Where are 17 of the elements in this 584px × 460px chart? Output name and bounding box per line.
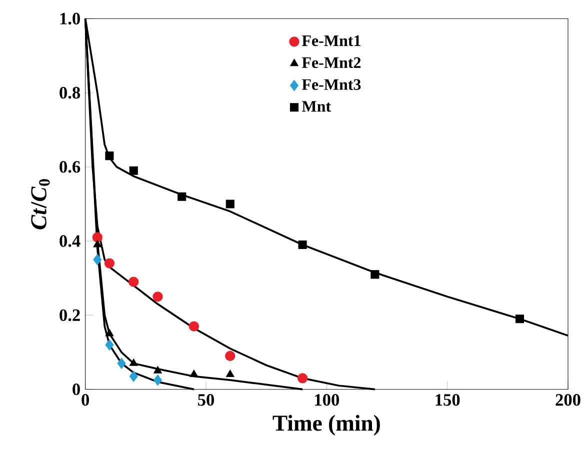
x-tick-label: 50 [198, 394, 214, 406]
x-tick-label: 100 [315, 394, 340, 406]
legend-label: Fe-Mnt1 [302, 35, 360, 46]
y-axis-title: Ct/C$_{0}$ [31, 179, 50, 230]
y-tick-label: 0.8 [60, 86, 80, 99]
y-tick-label: 0.4 [60, 235, 80, 247]
x-axis-title: Time (min) [272, 414, 380, 436]
y-tick-label: 1.0 [60, 12, 80, 25]
y-tick-label: 0.2 [60, 309, 80, 322]
x-tick-label: 0 [82, 394, 90, 406]
y-tick-label: 0 [72, 383, 80, 396]
legend-label: Mnt [302, 101, 331, 112]
x-tick-label: 200 [556, 394, 580, 406]
legend-label: Fe-Mnt2 [302, 57, 361, 68]
x-tick-label: 150 [436, 394, 460, 406]
legend-label: Fe-Mnt3 [302, 79, 361, 90]
y-tick-label: 0.6 [60, 161, 80, 173]
